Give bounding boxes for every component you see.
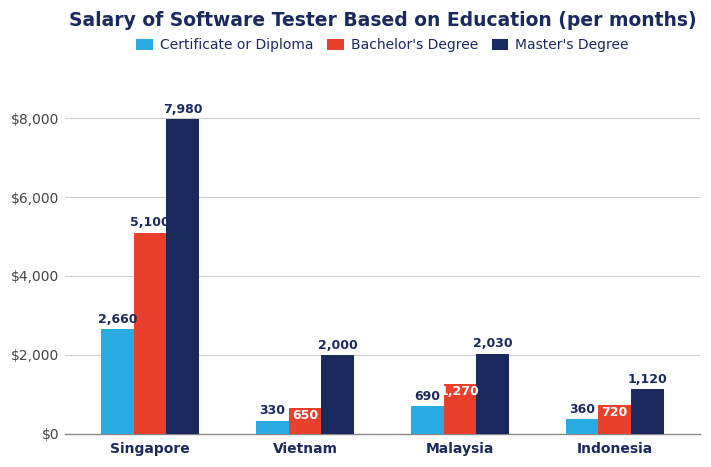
Text: 690: 690 xyxy=(415,390,440,403)
Text: 7,980: 7,980 xyxy=(163,103,203,116)
Text: 360: 360 xyxy=(570,403,595,416)
Text: 2,660: 2,660 xyxy=(98,312,137,325)
Bar xyxy=(566,419,599,433)
Text: 2,030: 2,030 xyxy=(473,337,512,350)
Text: 2,000: 2,000 xyxy=(318,339,358,352)
Bar xyxy=(476,354,508,433)
Text: 1,270: 1,270 xyxy=(440,385,480,398)
Bar xyxy=(102,329,134,433)
Bar xyxy=(256,421,289,433)
Bar xyxy=(631,389,663,433)
Title: Salary of Software Tester Based on Education (per months): Salary of Software Tester Based on Educa… xyxy=(69,11,696,30)
Bar xyxy=(166,119,199,433)
Bar xyxy=(321,355,354,433)
Text: 1,120: 1,120 xyxy=(627,373,667,386)
Text: 330: 330 xyxy=(260,404,286,417)
Bar xyxy=(411,406,444,433)
Bar xyxy=(444,383,476,433)
Text: 5,100: 5,100 xyxy=(130,216,170,229)
Legend: Certificate or Diploma, Bachelor's Degree, Master's Degree: Certificate or Diploma, Bachelor's Degre… xyxy=(131,33,634,58)
Text: 650: 650 xyxy=(292,409,318,422)
Bar xyxy=(134,233,166,433)
Text: 720: 720 xyxy=(602,406,628,419)
Bar xyxy=(599,405,631,433)
Bar xyxy=(289,408,321,433)
